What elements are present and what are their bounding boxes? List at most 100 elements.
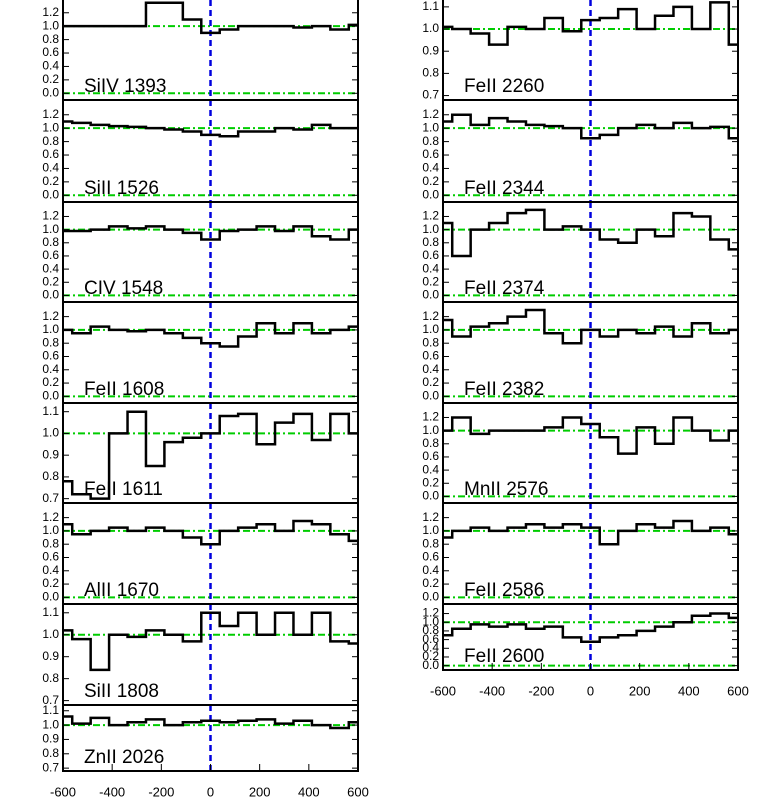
y-tick-label: 0.6	[42, 45, 59, 59]
y-tick-label: 0.4	[42, 362, 59, 376]
spectrum-line	[63, 120, 358, 138]
x-tick-label: 200	[249, 784, 271, 799]
y-tick-label: 0.9	[42, 447, 59, 461]
panel: 0.00.20.40.60.81.01.2 AlII 1670	[42, 502, 359, 605]
ion-label: FeII 2374	[464, 278, 545, 299]
y-tick-label: 0.8	[42, 671, 59, 685]
y-tick-label: 0.8	[42, 335, 59, 349]
x-tick-label: 200	[629, 683, 651, 698]
ion-label: AlII 1670	[84, 580, 159, 601]
y-tick-label: 0.0	[422, 288, 439, 302]
y-tick-label: 0.4	[422, 640, 439, 654]
y-tick-label: 0.9	[422, 43, 439, 57]
spectrum-line	[63, 715, 358, 730]
y-tick-label: 0.2	[42, 72, 59, 86]
y-tick-label: 0.6	[422, 349, 439, 363]
y-tick-label: 1.0	[422, 614, 439, 628]
y-tick-label: 1.0	[42, 18, 59, 32]
spectrum-line	[63, 1, 358, 35]
y-tick-label: 1.0	[422, 120, 439, 134]
y-tick-label: 0.8	[42, 536, 59, 550]
y-tick-label: 1.1	[422, 0, 439, 13]
ion-label: SiII 1526	[84, 178, 159, 199]
panel: 0.00.20.40.60.81.01.2 FeII 2344	[422, 99, 739, 203]
y-tick-label: 0.2	[422, 649, 439, 663]
y-tick-label: 0.6	[422, 248, 439, 262]
y-tick-label: 1.1	[42, 404, 59, 418]
y-tick-label: 0.7	[422, 88, 439, 102]
y-tick-label: 0.0	[42, 187, 59, 201]
y-tick-label: 1.0	[422, 21, 439, 35]
panel: 0.00.20.40.60.81.01.2 SiIV 1393	[42, 0, 359, 101]
y-tick-label: 1.2	[422, 606, 439, 620]
y-tick-label: 0.8	[422, 235, 439, 249]
y-tick-label: 0.8	[422, 623, 439, 637]
x-tick-label: -400	[99, 784, 125, 799]
y-tick-label: 1.0	[42, 322, 59, 336]
spectrum-line	[443, 113, 738, 140]
y-tick-label: 1.0	[422, 322, 439, 336]
spectrum-line	[63, 322, 358, 348]
y-tick-label: 0.8	[42, 469, 59, 483]
y-tick-label: 0.2	[42, 174, 59, 188]
y-tick-label: 0.6	[422, 632, 439, 646]
y-tick-label: 0.4	[422, 161, 439, 175]
y-tick-label: 1.1	[42, 605, 59, 619]
y-tick-label: 0.9	[42, 732, 59, 746]
y-tick-label: 1.2	[42, 510, 59, 524]
ion-label: FeII 2382	[464, 379, 544, 400]
ion-label: MnII 2576	[464, 479, 549, 500]
x-tick-label: -200	[528, 683, 554, 698]
y-tick-label: 0.0	[422, 590, 439, 604]
ion-label: SiIV 1393	[84, 76, 166, 97]
y-tick-label: 1.2	[422, 309, 439, 323]
y-tick-label: 0.7	[42, 491, 59, 505]
y-tick-label: 1.2	[422, 209, 439, 223]
ion-label: FeII 1611	[84, 479, 163, 500]
spectrum-line	[63, 519, 358, 546]
panel: 0.00.20.40.60.81.01.2 SiII 1526	[42, 99, 359, 203]
y-tick-label: 1.0	[42, 426, 59, 440]
x-tick-label: -200	[148, 784, 174, 799]
y-tick-label: 1.0	[42, 717, 59, 731]
panel-frame	[62, 704, 359, 772]
ion-label: FeII 1608	[84, 379, 164, 400]
ion-label: SiII 1808	[84, 681, 159, 702]
ion-label: FeII 2344	[464, 178, 545, 199]
y-tick-label: 0.2	[422, 174, 439, 188]
y-tick-label: 0.0	[42, 85, 59, 99]
y-tick-label: 0.8	[42, 746, 59, 760]
y-tick-label: 0.4	[42, 563, 59, 577]
y-tick-label: 0.0	[42, 288, 59, 302]
y-tick-label: 0.8	[422, 66, 439, 80]
y-tick-label: 1.2	[42, 309, 59, 323]
y-tick-label: 0.0	[42, 590, 59, 604]
y-tick-label: 0.2	[42, 274, 59, 288]
x-tick-label: 600	[347, 784, 369, 799]
x-tick-label: -600	[430, 683, 456, 698]
y-tick-label: 0.4	[42, 261, 59, 275]
x-tick-label: 600	[727, 683, 749, 698]
y-tick-label: 0.8	[422, 536, 439, 550]
spectrum-line	[443, 308, 738, 345]
ion-label: ZnII 2026	[84, 747, 164, 768]
panel: 0.00.20.40.60.81.01.2 FeII 2374	[422, 201, 739, 303]
spectrum-line	[443, 612, 738, 644]
panel: 0.00.20.40.60.81.01.2 FeII 2586	[422, 502, 739, 605]
panel: 0.00.20.40.60.81.01.2 -600 -400 -200 0 200 400…	[422, 603, 749, 698]
y-tick-label: 0.4	[42, 161, 59, 175]
y-tick-label: 0.2	[422, 375, 439, 389]
ion-label: FeII 2600	[464, 646, 544, 667]
panel-frame	[442, 603, 739, 671]
x-tick-label: 0	[587, 683, 594, 698]
y-tick-label: 1.0	[42, 627, 59, 641]
y-tick-label: 0.6	[42, 248, 59, 262]
y-tick-label: 0.0	[422, 187, 439, 201]
panel: 0.00.20.40.60.81.01.2 CIV 1548	[42, 201, 359, 303]
y-tick-label: 0.8	[422, 335, 439, 349]
y-tick-label: 1.0	[42, 523, 59, 537]
y-tick-label: 0.4	[422, 563, 439, 577]
spectrum-line	[443, 519, 738, 546]
y-tick-label: 0.0	[422, 389, 439, 403]
spectrum-line	[443, 1, 738, 46]
